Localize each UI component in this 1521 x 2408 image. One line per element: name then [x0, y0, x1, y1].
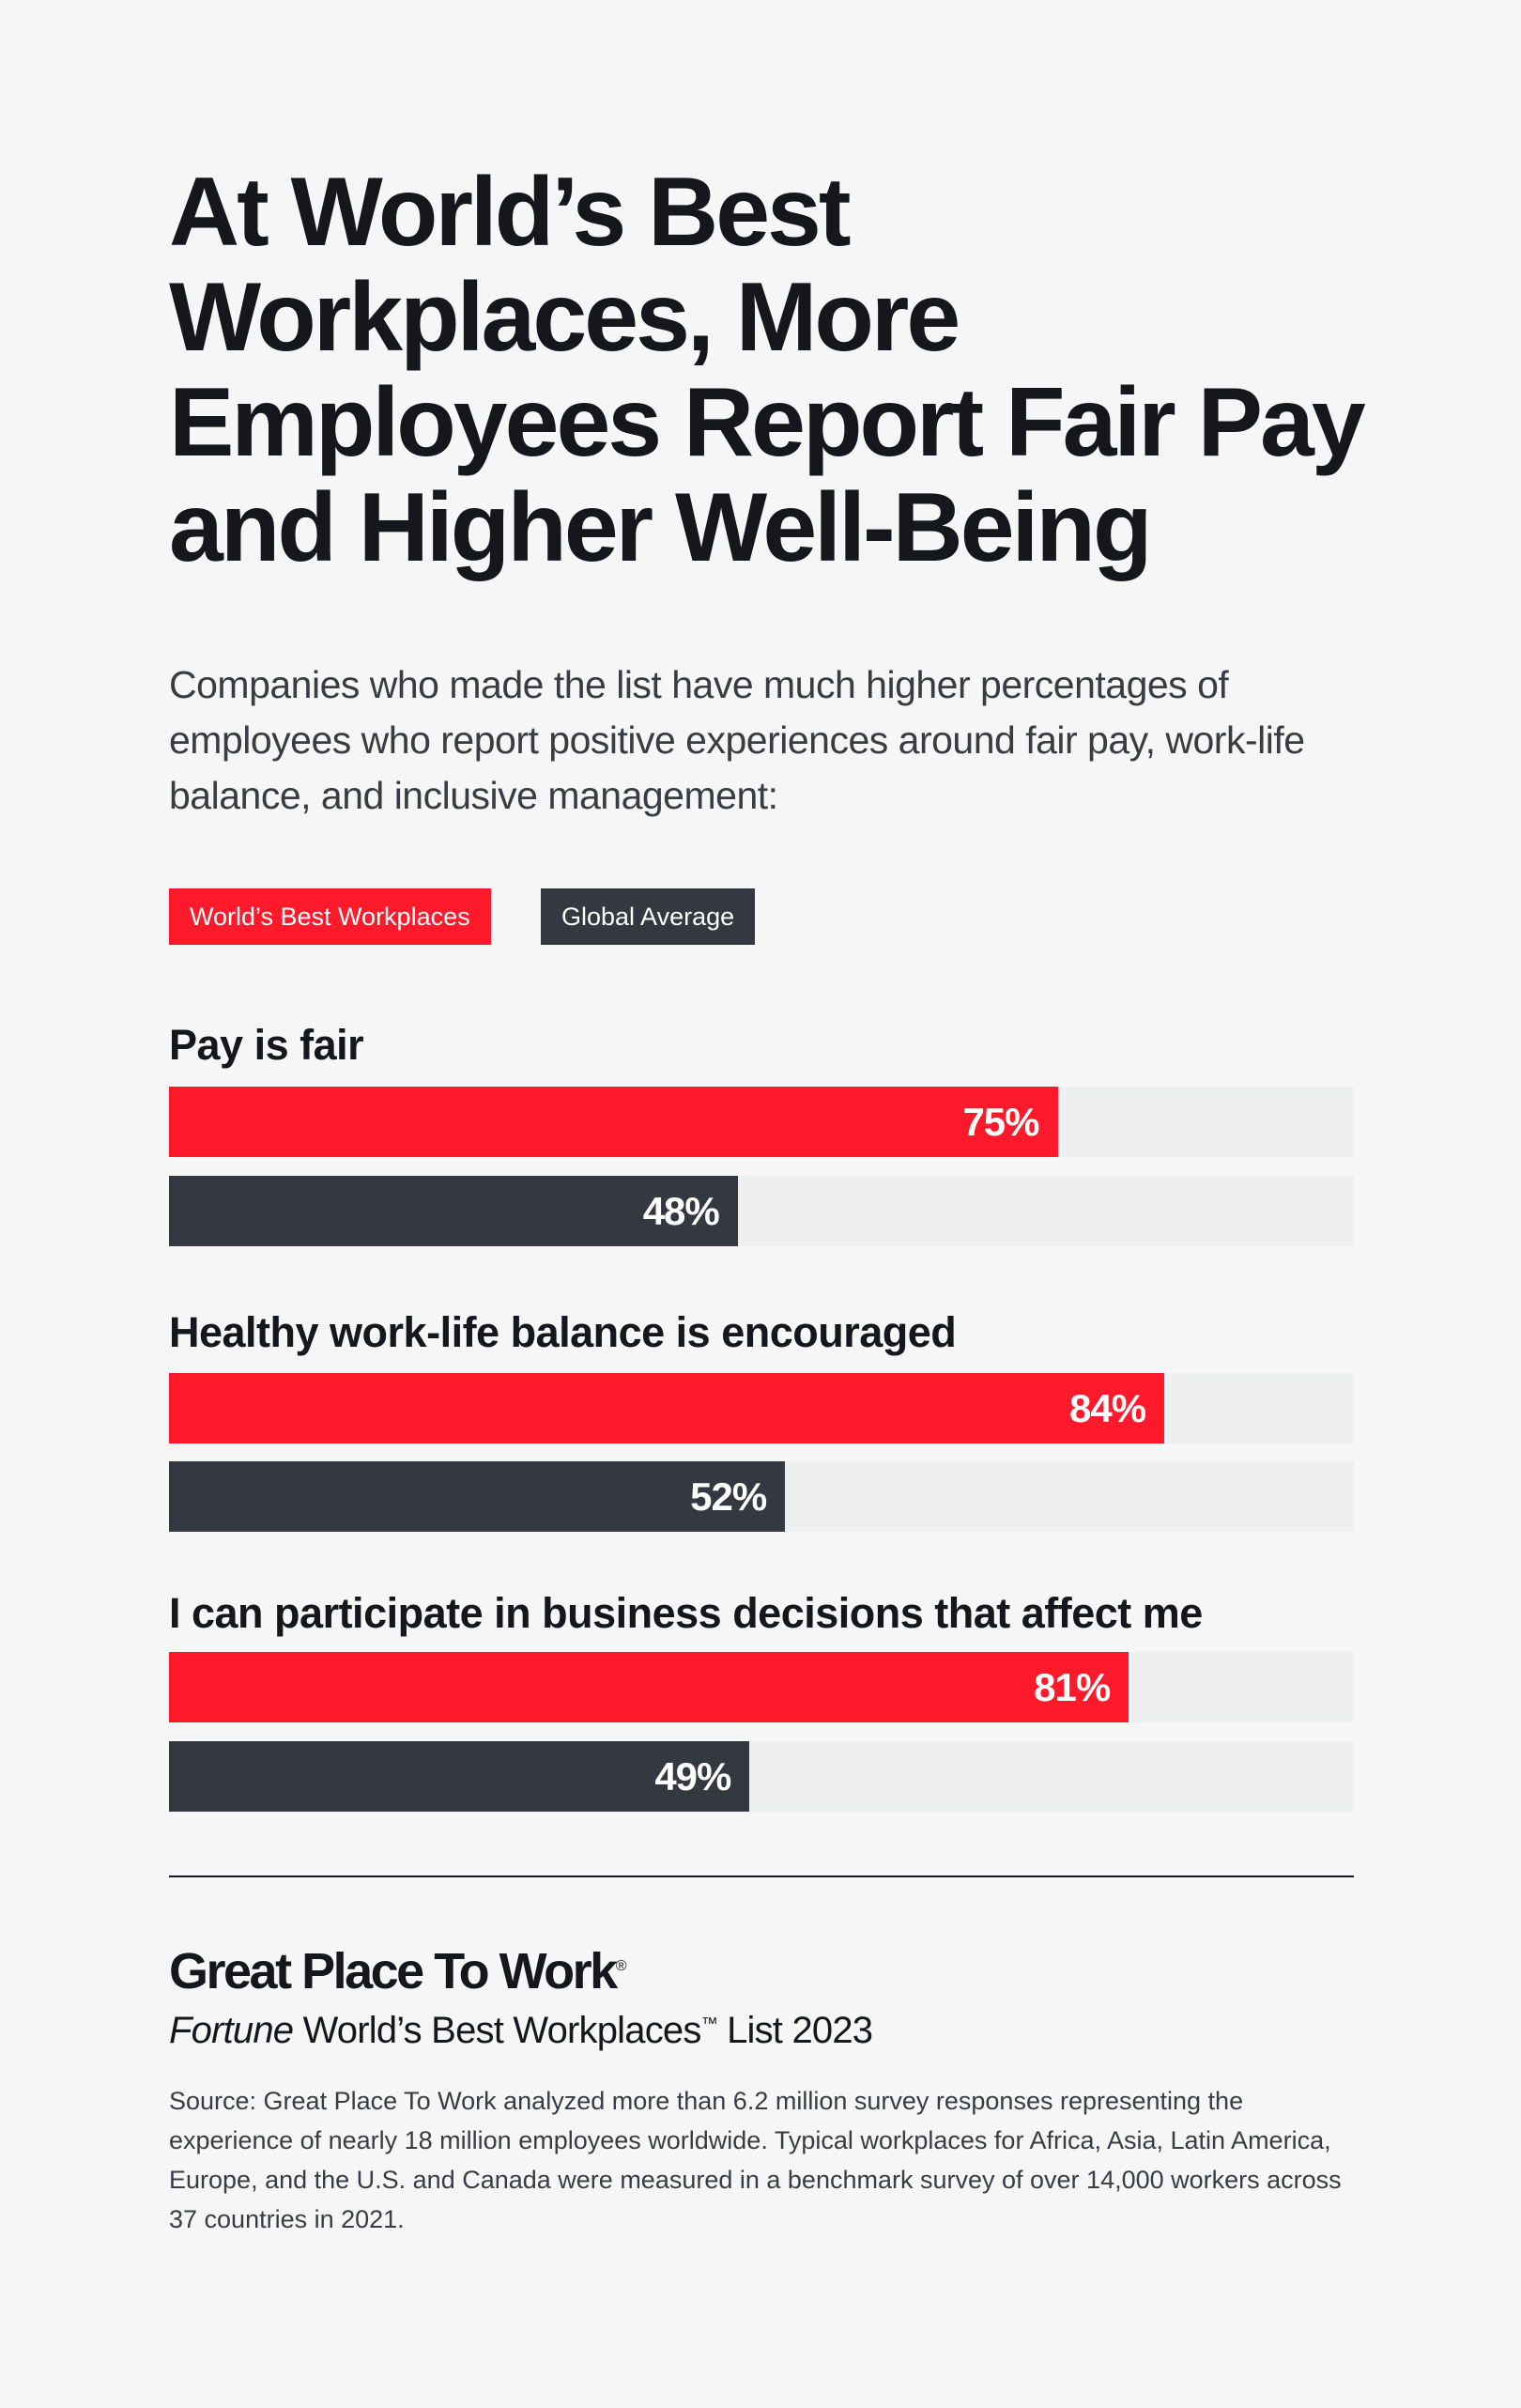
bar-track: 84%	[169, 1373, 1354, 1443]
registered-mark: ®	[615, 1958, 627, 1974]
legend-item-global-average: Global Average	[541, 888, 756, 945]
data-label: 75%	[962, 1099, 1039, 1144]
bar-worlds-best: 81%	[169, 1652, 1129, 1722]
category-label: I can participate in business decisions …	[169, 1589, 1203, 1637]
data-label: 48%	[642, 1188, 720, 1233]
list-year: List 2023	[716, 2010, 873, 2051]
data-label: 84%	[1069, 1385, 1146, 1430]
legend-item-worlds-best: World’s Best Workplaces	[169, 888, 491, 945]
bar-worlds-best: 84%	[169, 1373, 1165, 1443]
category-label: Pay is fair	[169, 1021, 364, 1069]
list-fortune: Fortune	[169, 2010, 294, 2051]
great-place-to-work-logo: Great Place To Work®	[169, 1942, 626, 2000]
data-label: 81%	[1034, 1664, 1111, 1709]
category-label: Healthy work-life balance is encouraged	[169, 1308, 957, 1356]
logo-text: Great Place To Work	[169, 1943, 618, 1999]
bar-track: 75%	[169, 1087, 1354, 1157]
trademark-mark: ™	[700, 2014, 718, 2033]
list-name: Fortune World’s Best Workplaces™ List 20…	[169, 2010, 873, 2052]
bar-track: 52%	[169, 1461, 1354, 1532]
bar-worlds-best: 75%	[169, 1087, 1058, 1157]
data-label: 49%	[654, 1753, 731, 1798]
list-title: World’s Best Workplaces	[293, 2010, 702, 2051]
bar-global-average: 48%	[169, 1176, 738, 1246]
bar-track: 49%	[169, 1741, 1354, 1812]
chart-title: At World’s Best Workplaces, More Employe…	[169, 158, 1366, 582]
chart-subtitle: Companies who made the list have much hi…	[169, 663, 1305, 817]
bar-global-average: 49%	[169, 1741, 750, 1812]
bar-track: 81%	[169, 1652, 1354, 1722]
bar-track: 48%	[169, 1176, 1354, 1246]
bar-global-average: 52%	[169, 1461, 786, 1532]
divider	[169, 1875, 1354, 1877]
source-note: Source: Great Place To Work analyzed mor…	[169, 2087, 1342, 2233]
data-label: 52%	[690, 1474, 767, 1519]
